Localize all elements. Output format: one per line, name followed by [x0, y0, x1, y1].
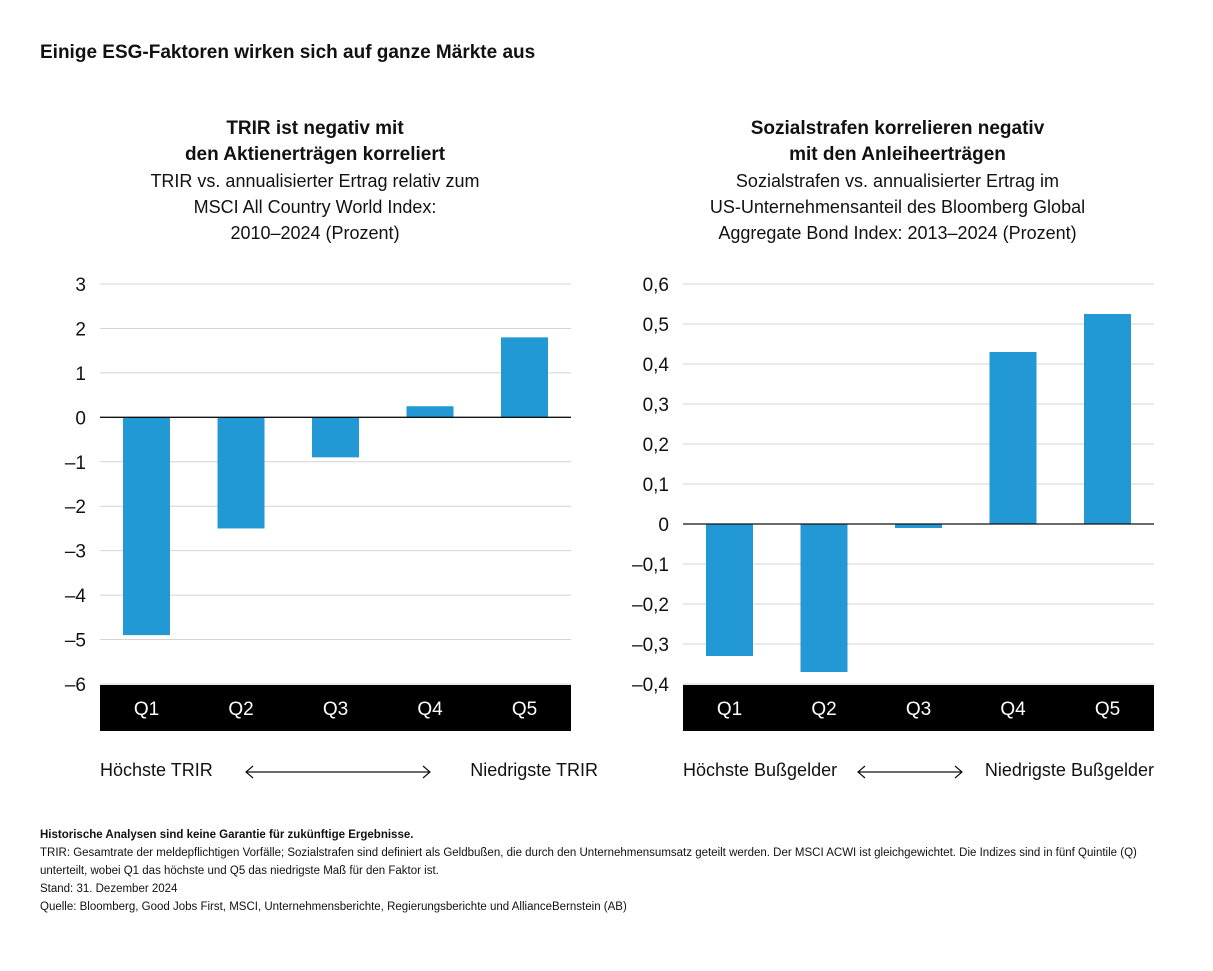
footnote-date: Stand: 31. Dezember 2024 [40, 883, 178, 895]
left-category-label: Q2 [228, 699, 253, 720]
left-ytick-label: –3 [65, 542, 86, 563]
right-bar-q1 [706, 524, 753, 656]
footnote-source: Quelle: Bloomberg, Good Jobs First, MSCI… [40, 901, 627, 913]
page-title: Einige ESG-Faktoren wirken sich auf ganz… [40, 42, 536, 63]
left-ytick-label: 0 [75, 408, 86, 429]
right-category-label: Q4 [1000, 699, 1026, 720]
footnote-definition: TRIR: Gesamtrate der meldepflichtigen Vo… [40, 847, 1137, 877]
right-chart-title-line2: mit den Anleiheerträgen [789, 144, 1006, 165]
right-ytick-label: 0,1 [643, 475, 669, 496]
right-category-label: Q5 [1095, 699, 1120, 720]
right-ytick-label: 0,4 [643, 355, 670, 376]
left-bar-q5 [501, 337, 548, 418]
left-chart-subtitle-line1: TRIR vs. annualisierter Ertrag relativ z… [150, 171, 480, 191]
footnotes: Historische Analysen sind keine Garantie… [40, 826, 1170, 916]
right-chart-title-line1: Sozialstrafen korrelieren negativ [750, 118, 1045, 139]
right-ytick-label: 0,6 [643, 275, 669, 296]
right-category-label: Q2 [811, 699, 836, 720]
left-chart-subtitle-line3: 2010–2024 (Prozent) [230, 223, 400, 243]
right-chart-header: Sozialstrafen korrelieren negativ mit de… [640, 116, 1155, 246]
left-bar-q2 [217, 417, 265, 529]
left-bar-q1 [123, 417, 170, 636]
right-double-arrow-icon [857, 765, 963, 779]
left-ytick-label: –5 [65, 631, 86, 652]
right-chart-subtitle-line2: US-Unternehmensanteil des Bloomberg Glob… [709, 197, 1086, 217]
left-category-label: Q4 [417, 699, 443, 720]
left-ytick-label: 3 [75, 275, 86, 296]
left-ytick-label: 2 [75, 319, 86, 340]
right-ytick-label: –0,1 [632, 555, 669, 576]
right-chart-subtitle-line3: Aggregate Bond Index: 2013–2024 (Prozent… [718, 223, 1077, 243]
right-bar-q2 [800, 524, 848, 672]
right-ytick-label: 0,3 [643, 395, 669, 416]
right-bar-q5 [1084, 314, 1131, 524]
left-chart-title-line1: TRIR ist negativ mit [226, 118, 404, 139]
left-category-label: Q1 [134, 699, 159, 720]
right-ytick-label: 0 [658, 515, 669, 536]
right-caption-lowest: Niedrigste Bußgelder [984, 760, 1154, 780]
right-caption-highest: Höchste Bußgelder [683, 760, 838, 780]
right-ytick-label: –0,3 [632, 635, 669, 656]
footnote-disclaimer: Historische Analysen sind keine Garantie… [40, 829, 414, 841]
right-chart-subtitle-line1: Sozialstrafen vs. annualisierter Ertrag … [735, 171, 1060, 191]
left-bar-q3 [312, 417, 359, 458]
left-category-label: Q3 [323, 699, 348, 720]
right-bar-q4 [989, 352, 1037, 524]
right-ytick-label: 0,5 [643, 315, 669, 336]
left-category-label: Q5 [512, 699, 537, 720]
right-ytick-label: –0,2 [632, 595, 669, 616]
left-ytick-label: –4 [65, 586, 87, 607]
left-double-arrow-icon [245, 765, 431, 779]
right-ytick-label: –0,4 [632, 675, 669, 696]
left-chart-title-line2: den Aktienerträgen korreliert [184, 144, 446, 165]
left-caption-highest: Höchste TRIR [100, 760, 213, 780]
right-category-band [683, 685, 1154, 731]
right-ytick-label: 0,2 [643, 435, 669, 456]
right-category-label: Q1 [717, 699, 742, 720]
right-bar-q3 [895, 524, 942, 528]
left-ytick-label: –6 [65, 675, 86, 696]
left-category-band [100, 685, 571, 731]
left-ytick-label: –2 [65, 497, 86, 518]
left-caption-lowest: Niedrigste TRIR [470, 760, 598, 780]
left-ytick-label: –1 [65, 453, 86, 474]
right-category-label: Q3 [906, 699, 931, 720]
left-ytick-label: 1 [75, 364, 86, 385]
left-chart-header: TRIR ist negativ mit den Aktienerträgen … [100, 116, 530, 246]
left-chart-subtitle-line2: MSCI All Country World Index: [193, 197, 437, 217]
left-bar-q4 [406, 406, 454, 418]
